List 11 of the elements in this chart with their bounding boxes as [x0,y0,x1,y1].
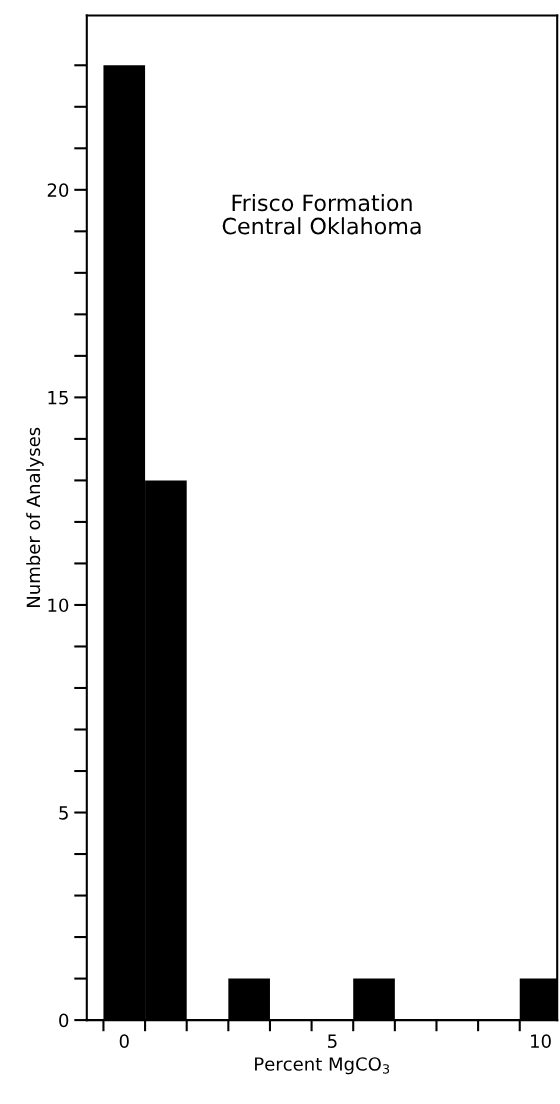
x-tick-label: 0 [119,1034,129,1048]
x-axis-title: Percent MgCO$_{3}$ [255,1057,390,1075]
y-tick-label: 10 [48,598,69,613]
y-axis-title: Number of Analyses [26,427,44,607]
annotation: Frisco Formation Central Oklahoma [222,194,421,235]
y-tick-label: 20 [47,183,69,197]
x-tick-label: 10 [531,1034,551,1048]
y-tick-label: 15 [48,391,68,405]
x-tick-label: 5 [328,1034,337,1048]
y-tick-label: 5 [59,806,68,820]
y-tick-label: 0 [59,1013,69,1028]
